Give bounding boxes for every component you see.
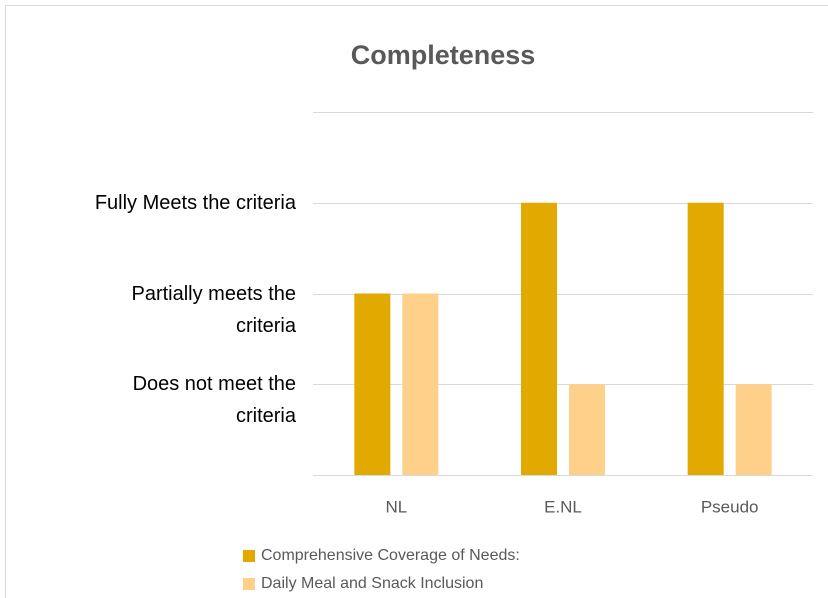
legend-label: Comprehensive Coverage of Needs:	[261, 547, 520, 564]
y-tick-label: Does not meet the criteria	[132, 373, 296, 428]
legend-swatch	[243, 578, 255, 590]
y-tick-label: Fully Meets the criteria	[94, 191, 296, 214]
bar	[569, 384, 605, 475]
bar	[735, 384, 772, 475]
legend-swatch	[243, 550, 255, 562]
bar	[402, 293, 439, 475]
chart-title: Completeness	[351, 40, 536, 70]
legend-label: Daily Meal and Snack Inclusion	[261, 575, 483, 592]
y-tick-label: Partially meets the criteria	[131, 282, 296, 337]
x-tick-label: NL	[385, 497, 407, 516]
bar	[687, 202, 724, 475]
x-tick-label: E.NL	[544, 497, 582, 516]
bar	[521, 202, 557, 475]
x-tick-label: Pseudo	[701, 497, 759, 516]
bar	[354, 293, 391, 475]
